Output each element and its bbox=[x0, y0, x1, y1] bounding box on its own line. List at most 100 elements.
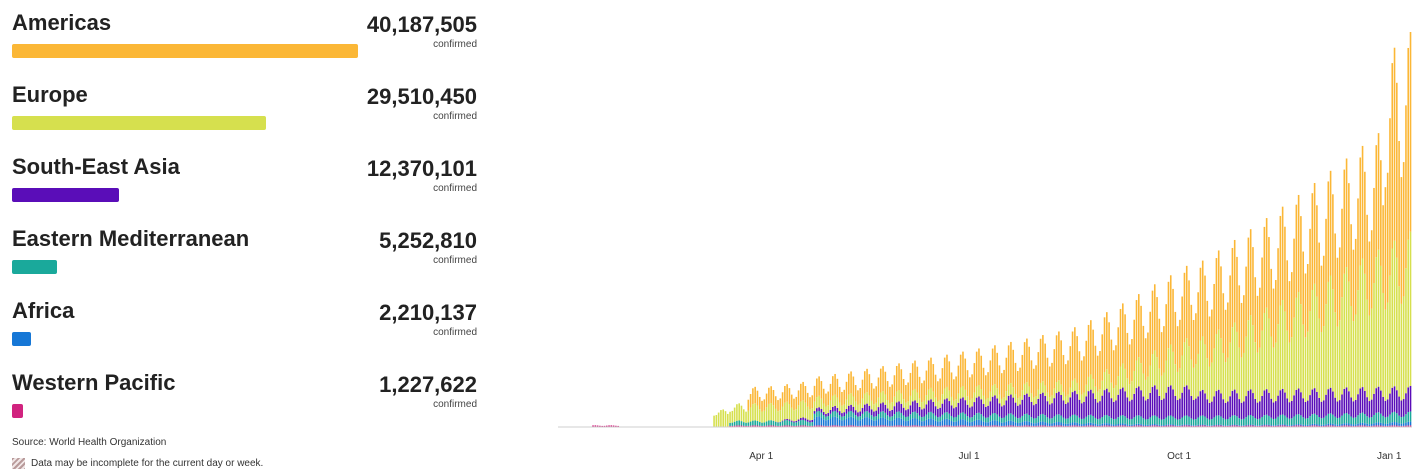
bar-segment bbox=[847, 417, 850, 426]
bar-segment bbox=[886, 408, 889, 416]
bar-segment bbox=[1288, 425, 1291, 427]
bar-segment bbox=[850, 393, 852, 405]
bar-segment bbox=[1231, 415, 1234, 425]
bar-segment bbox=[1370, 425, 1373, 427]
bar-segment bbox=[973, 415, 976, 421]
bar-segment bbox=[1227, 357, 1229, 402]
region-count: 12,370,101 bbox=[366, 156, 477, 181]
bar-segment bbox=[834, 410, 836, 417]
bar-segment bbox=[1373, 187, 1375, 284]
bar-segment bbox=[1384, 425, 1387, 427]
bar-segment bbox=[1375, 425, 1378, 427]
bar-segment bbox=[1128, 384, 1131, 402]
bar-segment bbox=[1338, 247, 1341, 321]
bar-segment bbox=[875, 416, 877, 421]
bar-segment bbox=[1144, 379, 1147, 401]
bar-segment bbox=[889, 425, 891, 427]
bar-segment bbox=[1386, 416, 1389, 424]
bar-segment bbox=[1286, 398, 1289, 418]
bar-segment bbox=[1149, 424, 1152, 426]
bar-segment bbox=[1060, 395, 1062, 416]
bar-segment bbox=[921, 421, 923, 426]
bar-segment bbox=[1026, 338, 1028, 383]
bar-segment bbox=[802, 381, 804, 401]
bar-segment bbox=[943, 388, 946, 400]
bar-segment bbox=[957, 414, 960, 421]
bar-segment bbox=[1316, 391, 1318, 415]
bar-segment bbox=[1254, 342, 1257, 399]
bar-segment bbox=[1062, 417, 1065, 424]
bar-segment bbox=[857, 420, 859, 426]
bar-segment bbox=[1058, 421, 1060, 426]
bar-segment bbox=[987, 422, 989, 426]
bar-segment bbox=[925, 395, 928, 405]
bar-segment bbox=[886, 400, 889, 409]
bar-segment bbox=[1090, 320, 1092, 375]
region-bar bbox=[12, 116, 267, 130]
bar-segment bbox=[1309, 425, 1311, 427]
bar-segment bbox=[1137, 294, 1140, 358]
bar-segment bbox=[1044, 395, 1046, 416]
bar-segment bbox=[1026, 421, 1028, 426]
bar-segment bbox=[1407, 421, 1410, 426]
bar-segment bbox=[1147, 425, 1149, 427]
bar-segment bbox=[1062, 355, 1065, 392]
bar-segment bbox=[996, 398, 999, 415]
bar-segment bbox=[1188, 280, 1190, 347]
bar-segment bbox=[749, 394, 752, 408]
bar-segment bbox=[1156, 357, 1158, 390]
bar-segment bbox=[1409, 231, 1412, 386]
bar-segment bbox=[1197, 353, 1199, 397]
bar-segment bbox=[1055, 382, 1058, 394]
bar-segment bbox=[838, 411, 841, 416]
bar-segment bbox=[957, 393, 960, 403]
bar-segment bbox=[891, 402, 893, 410]
bar-segment bbox=[1016, 425, 1019, 427]
bar-segment bbox=[969, 422, 971, 426]
bar-segment bbox=[1318, 417, 1320, 425]
bar-segment bbox=[1293, 416, 1295, 425]
bar-segment bbox=[1149, 365, 1152, 393]
bar-segment bbox=[1322, 400, 1325, 418]
bar-segment bbox=[923, 416, 925, 422]
bar-segment bbox=[745, 425, 747, 427]
bar-segment bbox=[832, 395, 834, 407]
region-name: Americas bbox=[12, 10, 112, 35]
bar-segment bbox=[1384, 187, 1387, 310]
bar-segment bbox=[1201, 336, 1204, 390]
bar-segment bbox=[1101, 380, 1104, 396]
bar-segment bbox=[1204, 344, 1206, 394]
bar-segment bbox=[1313, 423, 1316, 426]
bar-segment bbox=[1172, 425, 1174, 427]
bar-segment bbox=[1254, 398, 1257, 418]
bar-segment bbox=[971, 406, 973, 418]
bar-segment bbox=[1115, 425, 1117, 427]
bar-segment bbox=[1137, 425, 1140, 427]
bar-segment bbox=[932, 425, 935, 427]
bar-segment bbox=[841, 413, 843, 417]
bar-segment bbox=[923, 400, 925, 409]
bar-segment bbox=[1032, 423, 1035, 426]
bar-segment bbox=[875, 402, 877, 411]
bar-segment bbox=[601, 425, 603, 427]
bar-segment bbox=[1028, 414, 1030, 422]
bar-segment bbox=[1245, 336, 1247, 397]
bar-segment bbox=[1352, 401, 1355, 418]
bar-segment bbox=[1233, 415, 1236, 425]
bar-segment bbox=[1156, 425, 1158, 427]
bar-segment bbox=[1085, 384, 1088, 397]
bar-segment bbox=[811, 419, 814, 423]
bar-segment bbox=[733, 425, 736, 427]
bar-segment bbox=[1288, 402, 1291, 419]
bar-segment bbox=[1396, 390, 1398, 414]
bar-segment bbox=[756, 425, 759, 427]
bar-segment bbox=[1099, 424, 1101, 426]
bar-segment bbox=[1051, 425, 1053, 427]
bar-segment bbox=[845, 399, 848, 409]
bar-segment bbox=[1115, 400, 1117, 419]
bar-segment bbox=[610, 425, 613, 427]
bar-segment bbox=[818, 425, 820, 427]
bar-segment bbox=[1322, 255, 1325, 327]
bar-segment bbox=[1211, 309, 1213, 363]
bar-segment bbox=[1222, 352, 1225, 400]
